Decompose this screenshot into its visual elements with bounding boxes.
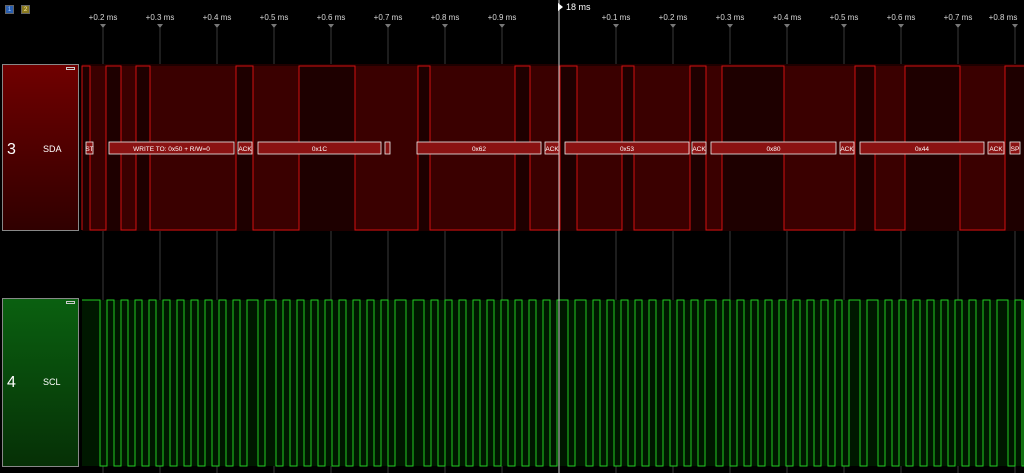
tick-marker-icon [100,24,106,28]
tick-marker-icon [727,24,733,28]
time-tick-label: +0.8 ms [430,13,460,22]
scl-waveform [82,299,1024,467]
decoded-frame[interactable] [987,141,1005,155]
decoded-frame-label: ACK [840,146,854,153]
decoded-frame-label: 0x62 [472,146,486,153]
time-tick-label: +0.7 ms [373,13,403,22]
tick-marker-icon [214,24,220,28]
time-tick-label: +0.6 ms [886,13,916,22]
sda-high-region [90,66,106,230]
decoded-frame[interactable] [1009,141,1021,155]
tick-marker-icon [385,24,391,28]
play-cursor-icon[interactable] [558,3,563,11]
decoded-frame[interactable] [257,141,382,155]
tick-marker-icon [784,24,790,28]
channel-panel-scl[interactable]: 4 SCL [2,298,79,467]
decoded-frame-label: 0x1C [312,146,327,153]
decoded-frame-label: ACK [989,146,1003,153]
time-tick-label: +0.3 ms [715,13,745,22]
decoded-frame-label: ACK [238,146,252,153]
time-tick-label: +0.4 ms [772,13,802,22]
time-tick-label: +0.6 ms [316,13,346,22]
tick-marker-icon [1012,24,1018,28]
decoded-frame-label: ST [85,146,93,153]
decoded-frame[interactable] [859,141,985,155]
decoded-frame-label: SP [1011,146,1020,153]
time-tick-label: +0.5 ms [829,13,859,22]
time-tick-label: +0.9 ms [487,13,517,22]
decoded-frame-label: 0x44 [915,146,929,153]
time-tick-label: +0.3 ms [145,13,175,22]
channel-name: SCL [43,377,61,387]
channel-collapse-icon[interactable] [66,67,75,70]
time-tick-label: +0.7 ms [943,13,973,22]
channel-panel-sda[interactable]: 3 SDA [2,64,79,231]
decoded-frame-label: 0x80 [766,146,780,153]
time-tick-label: +0.1 ms [601,13,631,22]
decoded-frame[interactable] [710,141,837,155]
tick-marker-icon [955,24,961,28]
tick-marker-icon [613,24,619,28]
sda-waveform [81,65,1024,231]
decoded-frame[interactable] [384,141,391,155]
decoded-frame[interactable] [237,141,253,155]
scl-band [82,300,1024,466]
decoded-frame-label: ACK [545,146,559,153]
marker-1-button[interactable]: 1 [5,5,14,14]
decoded-frame-label: WRITE TO: 0x50 + R/W=0 [133,146,210,153]
time-tick-label: +0.2 ms [658,13,688,22]
tick-marker-icon [271,24,277,28]
tick-marker-icon [841,24,847,28]
channel-collapse-icon[interactable] [66,301,75,304]
tick-marker-icon [670,24,676,28]
channel-number: 3 [7,141,16,158]
tick-marker-icon [157,24,163,28]
time-tick-label: +0.8 ms [988,13,1018,22]
tick-marker-icon [442,24,448,28]
decoded-frame[interactable] [839,141,855,155]
decoded-frame[interactable] [691,141,707,155]
decoded-frame[interactable] [108,141,235,155]
decoded-frame[interactable] [416,141,542,155]
marker-2-button[interactable]: 2 [21,5,30,14]
time-tick-label: +0.5 ms [259,13,289,22]
tick-marker-icon [898,24,904,28]
decoded-frame-label: ACK [692,146,706,153]
tick-marker-icon [328,24,334,28]
decoded-frame[interactable] [85,141,94,155]
time-tick-label: +0.4 ms [202,13,232,22]
cursor-time-label[interactable]: 18 ms [566,2,591,12]
time-tick-label: +0.2 ms [88,13,118,22]
decoded-frame[interactable] [564,141,690,155]
channel-number: 4 [7,374,16,391]
channel-name: SDA [43,144,62,154]
tick-marker-icon [499,24,505,28]
decoded-frame-label: 0x53 [620,146,634,153]
